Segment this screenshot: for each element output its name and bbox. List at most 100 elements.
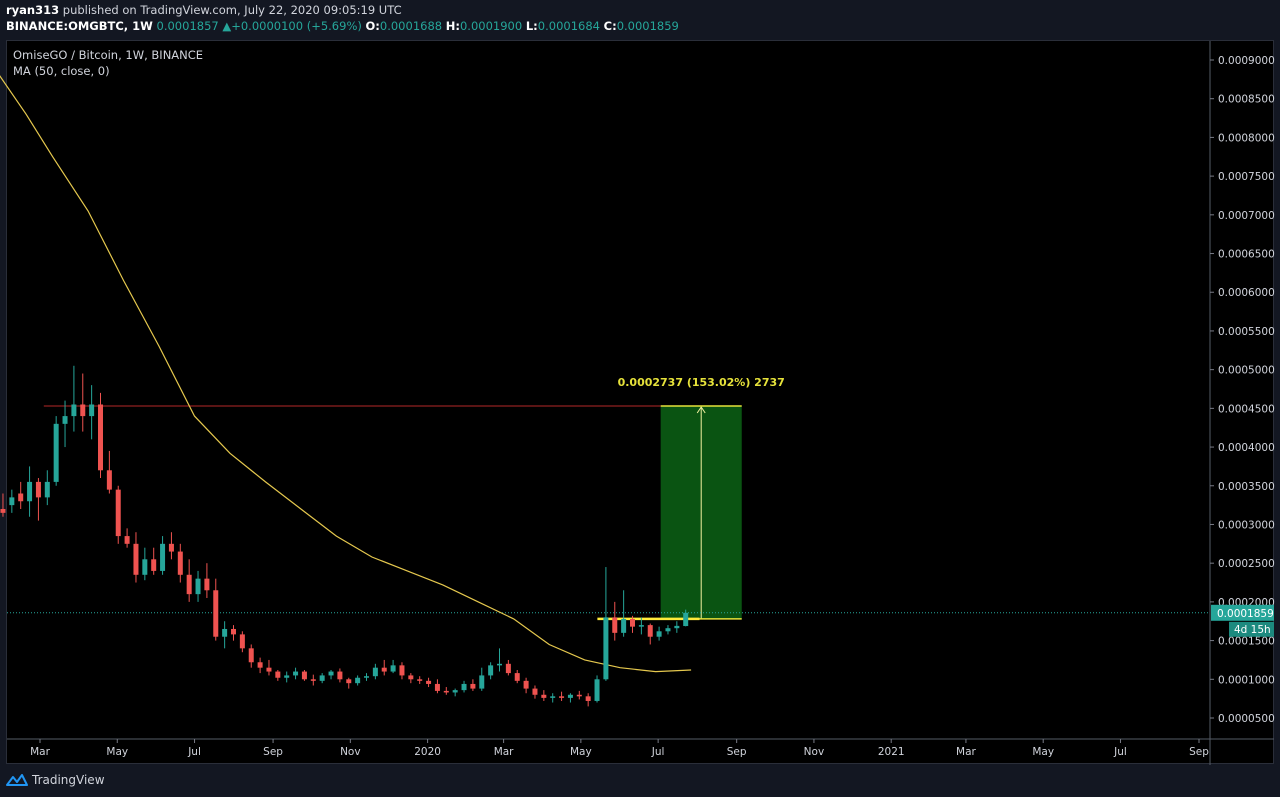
candle-body [89, 404, 95, 417]
ma-line [0, 75, 692, 673]
candles-layer [0, 365, 689, 707]
time-tick-label: Sep [727, 746, 747, 758]
projection-label: 0.0002737 (153.02%) 2737 [618, 376, 785, 389]
candle-body [674, 625, 680, 629]
publish-header: ryan313 published on TradingView.com, Ju… [0, 0, 1280, 38]
high-label: H: [445, 19, 460, 33]
candle-body [204, 578, 210, 591]
candle-body [612, 617, 618, 633]
candle-body [567, 694, 573, 698]
candle-body [647, 625, 653, 637]
price-tick-label: 0.0007000 [1218, 210, 1275, 222]
candle-body [115, 489, 121, 537]
candle-body [523, 680, 529, 689]
candle-body [408, 675, 414, 680]
candle-body [80, 404, 86, 417]
projection-layer: 0.0002737 (153.02%) 2737 [618, 376, 785, 619]
time-tick-label: Sep [263, 746, 283, 758]
time-tick-label: 2021 [878, 746, 905, 758]
time-tick-label: Mar [30, 746, 50, 758]
change-arrow-icon: ▲ [222, 19, 232, 33]
legend-title[interactable]: OmiseGO / Bitcoin, 1W, BINANCE [13, 48, 204, 62]
time-tick-label: Sep [1189, 746, 1209, 758]
candle-body [390, 665, 396, 672]
time-tick-label: Mar [494, 746, 514, 758]
close-value: 0.0001859 [616, 19, 679, 33]
price-tick-label: 0.0008500 [1218, 94, 1275, 106]
high-value: 0.0001900 [459, 19, 523, 33]
close-label: C: [603, 19, 617, 33]
price-tick-label: 0.0002500 [1218, 558, 1275, 570]
candle-body [284, 675, 290, 678]
price-tick-label: 0.0001500 [1218, 636, 1275, 648]
brand-name: TradingView [32, 773, 105, 787]
candle-body [443, 690, 449, 693]
candle-body [106, 470, 112, 490]
candle-body [417, 679, 423, 681]
price-tick-label: 0.0008000 [1218, 132, 1275, 144]
candle-body [319, 675, 325, 681]
candle-body [239, 634, 245, 649]
candle-body [364, 676, 369, 678]
candle-body [293, 671, 299, 676]
candle-body [151, 559, 157, 571]
price-tick-label: 0.0000500 [1218, 713, 1275, 725]
candle-body [222, 628, 228, 637]
time-tick-label: Mar [956, 746, 976, 758]
candle-body [275, 671, 281, 678]
candle-body [683, 612, 689, 627]
candle-body [213, 590, 219, 637]
price-tick-label: 0.0006500 [1218, 249, 1275, 261]
candle-body [541, 694, 547, 698]
candle-body [71, 404, 77, 417]
time-tick-label: May [106, 746, 128, 758]
price-tick-label: 0.0005000 [1218, 365, 1275, 377]
legend-indicator[interactable]: MA (50, close, 0) [13, 64, 110, 78]
tradingview-logo-icon [6, 774, 28, 786]
candle-body [381, 667, 387, 672]
candle-body [98, 404, 103, 471]
candle-body [603, 617, 609, 680]
candle-body [426, 680, 432, 684]
candle-body [133, 543, 139, 575]
projection-arrow-head [696, 406, 706, 414]
candle-body [355, 677, 361, 684]
price-tick-label: 0.0003500 [1218, 481, 1275, 493]
time-tick-label: Nov [340, 746, 361, 758]
chart-legend: OmiseGO / Bitcoin, 1W, BINANCE MA (50, c… [13, 47, 203, 79]
candle-body [638, 625, 644, 627]
candle-body [479, 675, 485, 689]
candle-body [195, 578, 201, 595]
time-tick-label: Jul [651, 746, 665, 758]
low-label: L: [525, 19, 538, 33]
candle-body [497, 663, 502, 666]
candle-body [177, 551, 183, 575]
candle-body [488, 665, 494, 676]
axes-layer: 0.00005000.00010000.00015000.00020000.00… [7, 41, 1275, 765]
candle-body [550, 696, 556, 698]
price-tick-label: 0.0005500 [1218, 326, 1275, 338]
candle-body [9, 497, 15, 506]
candle-body [461, 683, 467, 691]
candle-body [434, 683, 440, 691]
time-tick-label: May [570, 746, 592, 758]
candle-body [257, 662, 263, 668]
time-tick-label: May [1032, 746, 1054, 758]
price-tick-label: 0.0001000 [1218, 674, 1275, 686]
tradingview-brand[interactable]: TradingView [6, 773, 105, 787]
price-tick-label: 0.0004500 [1218, 403, 1275, 415]
candle-body [168, 543, 174, 552]
candle-body [630, 618, 635, 627]
time-tick-label: Jul [187, 746, 201, 758]
chart-panel[interactable] [6, 40, 1274, 764]
price-tick-label: 0.0006000 [1218, 287, 1275, 299]
time-tick-label: Nov [804, 746, 825, 758]
candle-body [452, 690, 458, 693]
candle-body [372, 667, 378, 677]
candle-body [576, 694, 582, 697]
author-name[interactable]: ryan313 [6, 3, 60, 17]
candle-body [559, 696, 565, 698]
footer: TradingView [0, 766, 1280, 797]
price-tick-label: 0.0007500 [1218, 171, 1275, 183]
